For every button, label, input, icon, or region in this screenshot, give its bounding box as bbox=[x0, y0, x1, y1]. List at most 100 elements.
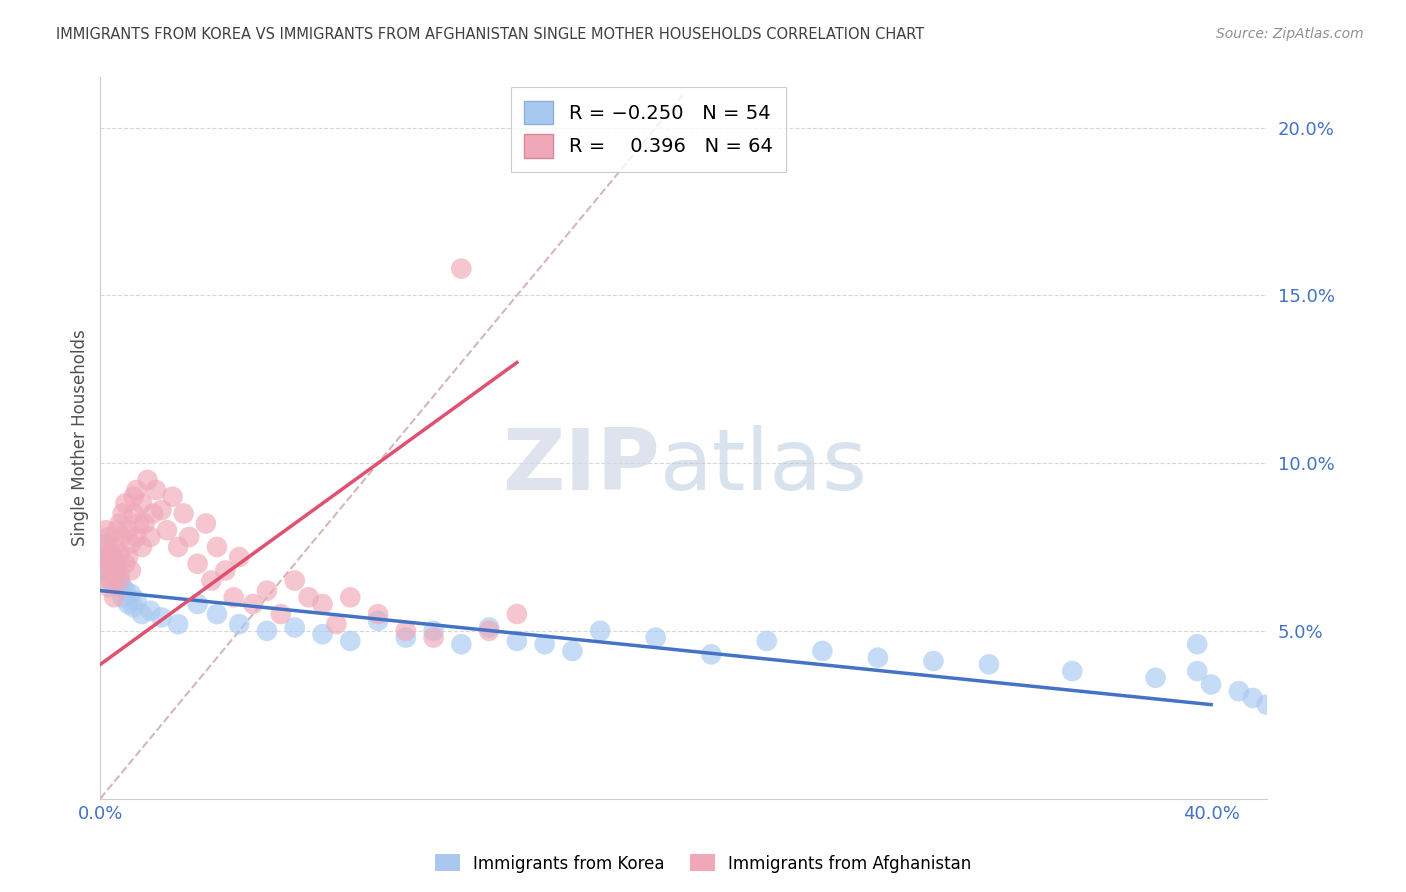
Point bbox=[311, 627, 333, 641]
Point bbox=[194, 516, 217, 531]
Point bbox=[325, 617, 347, 632]
Point bbox=[91, 549, 114, 564]
Point bbox=[222, 591, 245, 605]
Point bbox=[120, 564, 142, 578]
Point bbox=[103, 570, 125, 584]
Legend: R = −0.250   N = 54, R =    0.396   N = 64: R = −0.250 N = 54, R = 0.396 N = 64 bbox=[510, 87, 786, 171]
Point bbox=[131, 540, 153, 554]
Point bbox=[422, 624, 444, 638]
Point bbox=[122, 507, 145, 521]
Point bbox=[167, 617, 190, 632]
Point bbox=[186, 557, 208, 571]
Point bbox=[179, 530, 201, 544]
Point bbox=[156, 523, 179, 537]
Point bbox=[117, 523, 139, 537]
Point bbox=[167, 540, 190, 554]
Point bbox=[150, 503, 173, 517]
Point bbox=[139, 530, 162, 544]
Point bbox=[162, 490, 184, 504]
Point bbox=[100, 564, 122, 578]
Point bbox=[103, 591, 125, 605]
Point bbox=[94, 540, 117, 554]
Point bbox=[105, 523, 128, 537]
Point bbox=[533, 637, 555, 651]
Point bbox=[256, 583, 278, 598]
Point bbox=[205, 540, 228, 554]
Point bbox=[111, 580, 134, 594]
Point bbox=[122, 490, 145, 504]
Point bbox=[214, 564, 236, 578]
Point bbox=[311, 597, 333, 611]
Point bbox=[114, 583, 136, 598]
Point bbox=[97, 530, 120, 544]
Point bbox=[284, 620, 307, 634]
Point bbox=[450, 261, 472, 276]
Point bbox=[128, 516, 150, 531]
Point bbox=[200, 574, 222, 588]
Point bbox=[117, 597, 139, 611]
Point bbox=[125, 593, 148, 607]
Text: IMMIGRANTS FROM KOREA VS IMMIGRANTS FROM AFGHANISTAN SINGLE MOTHER HOUSEHOLDS CO: IMMIGRANTS FROM KOREA VS IMMIGRANTS FROM… bbox=[56, 27, 925, 42]
Point bbox=[103, 566, 125, 581]
Point bbox=[131, 607, 153, 621]
Point bbox=[367, 607, 389, 621]
Point bbox=[1187, 664, 1209, 678]
Point bbox=[242, 597, 264, 611]
Point bbox=[811, 644, 834, 658]
Point bbox=[114, 496, 136, 510]
Point bbox=[103, 540, 125, 554]
Point bbox=[125, 530, 148, 544]
Point bbox=[339, 591, 361, 605]
Point bbox=[122, 600, 145, 615]
Text: atlas: atlas bbox=[661, 425, 868, 508]
Point bbox=[94, 564, 117, 578]
Point bbox=[100, 547, 122, 561]
Point bbox=[755, 633, 778, 648]
Point bbox=[866, 650, 889, 665]
Point bbox=[108, 547, 131, 561]
Point bbox=[1062, 664, 1084, 678]
Point bbox=[134, 516, 156, 531]
Point bbox=[478, 620, 501, 634]
Point bbox=[228, 617, 250, 632]
Point bbox=[120, 536, 142, 550]
Point bbox=[114, 557, 136, 571]
Point bbox=[117, 549, 139, 564]
Point bbox=[478, 624, 501, 638]
Text: ZIP: ZIP bbox=[502, 425, 661, 508]
Point bbox=[173, 507, 195, 521]
Point bbox=[205, 607, 228, 621]
Point bbox=[125, 483, 148, 497]
Point bbox=[395, 624, 418, 638]
Point bbox=[1199, 677, 1222, 691]
Point bbox=[150, 610, 173, 624]
Point bbox=[1241, 690, 1264, 705]
Point bbox=[339, 633, 361, 648]
Point bbox=[228, 549, 250, 564]
Point bbox=[97, 557, 120, 571]
Point bbox=[298, 591, 321, 605]
Point bbox=[1144, 671, 1167, 685]
Point bbox=[103, 553, 125, 567]
Point bbox=[136, 473, 159, 487]
Point bbox=[589, 624, 612, 638]
Point bbox=[111, 530, 134, 544]
Point bbox=[450, 637, 472, 651]
Point bbox=[97, 557, 120, 571]
Point bbox=[395, 631, 418, 645]
Point bbox=[922, 654, 945, 668]
Point bbox=[120, 587, 142, 601]
Point bbox=[105, 560, 128, 574]
Text: Source: ZipAtlas.com: Source: ZipAtlas.com bbox=[1216, 27, 1364, 41]
Y-axis label: Single Mother Households: Single Mother Households bbox=[72, 330, 89, 547]
Point bbox=[108, 566, 131, 581]
Point bbox=[256, 624, 278, 638]
Point bbox=[506, 633, 529, 648]
Point bbox=[100, 574, 122, 588]
Point bbox=[139, 604, 162, 618]
Point bbox=[131, 496, 153, 510]
Point bbox=[284, 574, 307, 588]
Point bbox=[111, 507, 134, 521]
Point bbox=[506, 607, 529, 621]
Point bbox=[422, 631, 444, 645]
